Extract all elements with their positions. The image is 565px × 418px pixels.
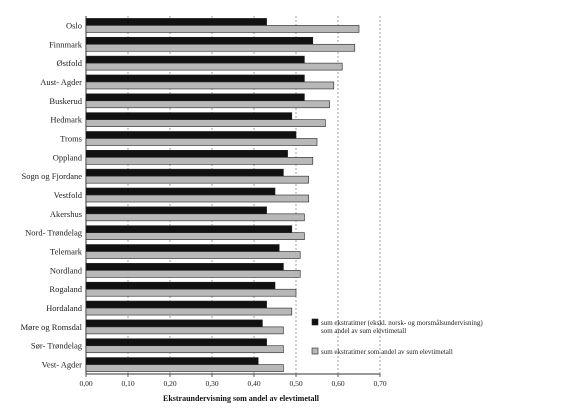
bar-series-2 bbox=[85, 345, 284, 354]
category-label: Hordaland bbox=[46, 303, 83, 313]
category-label: Akershus bbox=[50, 209, 82, 219]
x-tick-label: 0,60 bbox=[331, 379, 344, 388]
legend-swatch-1 bbox=[311, 318, 319, 326]
x-axis-label: Ekstraundervisning som andel av elevtime… bbox=[163, 394, 320, 403]
category-label: Hedmark bbox=[50, 115, 82, 125]
category-label: Aust- Agder bbox=[40, 77, 82, 87]
x-tick-label: 0,00 bbox=[79, 379, 92, 388]
bar-series-1 bbox=[85, 36, 314, 45]
bar-series-1 bbox=[85, 55, 305, 64]
category-label: Vestfold bbox=[54, 190, 83, 200]
category-label: Oppland bbox=[53, 152, 83, 162]
bar-series-1 bbox=[85, 187, 276, 196]
bar-series-2 bbox=[85, 326, 284, 335]
bar-series-1 bbox=[85, 206, 267, 215]
x-tick-label: 0,10 bbox=[121, 379, 134, 388]
category-label: Oslo bbox=[66, 20, 82, 30]
bar-series-2 bbox=[85, 213, 305, 222]
bar-series-2 bbox=[85, 138, 318, 146]
x-tick-label: 0,20 bbox=[163, 379, 176, 388]
category-label: Nordland bbox=[50, 265, 83, 275]
category-label: Troms bbox=[60, 133, 82, 143]
bar-series-1 bbox=[85, 319, 263, 328]
category-label: Finnmark bbox=[49, 39, 83, 49]
bar-series-1 bbox=[85, 112, 293, 120]
bar-series-1 bbox=[85, 168, 284, 177]
category-label: Østfold bbox=[57, 58, 83, 68]
bar-series-2 bbox=[85, 62, 343, 71]
category-label: Møre og Romsdal bbox=[21, 322, 83, 332]
bar-series-2 bbox=[85, 81, 335, 90]
category-label: Sogn og Fjordane bbox=[22, 171, 83, 181]
bar-series-2 bbox=[85, 364, 284, 372]
bar-series-2 bbox=[85, 307, 293, 316]
x-tick-label: 0,40 bbox=[247, 379, 260, 388]
bar-series-1 bbox=[85, 93, 305, 102]
bar-series-2 bbox=[85, 194, 309, 203]
bar-series-1 bbox=[85, 18, 267, 26]
bar-series-1 bbox=[85, 131, 297, 139]
x-tick-label: 0,70 bbox=[373, 379, 386, 388]
bar-series-2 bbox=[85, 100, 330, 109]
category-label: Rogaland bbox=[49, 284, 82, 294]
category-label: Vest- Agder bbox=[42, 360, 83, 370]
bar-series-1 bbox=[85, 150, 288, 158]
category-label: Sør- Trøndelag bbox=[31, 341, 83, 351]
x-tick-label: 0,50 bbox=[289, 379, 302, 388]
bar-series-2 bbox=[85, 270, 301, 278]
x-tick-label: 0,30 bbox=[205, 379, 218, 388]
legend-swatch-2 bbox=[311, 347, 319, 355]
bar-series-1 bbox=[85, 300, 267, 309]
bar-series-2 bbox=[85, 251, 301, 259]
category-label: Telemark bbox=[50, 247, 83, 257]
category-label: Buskerud bbox=[49, 96, 82, 106]
legend-label-1: sum ekstratimer (ekskl. norsk- og morsmå… bbox=[321, 319, 483, 335]
bar-series-1 bbox=[85, 225, 293, 233]
bar-series-1 bbox=[85, 263, 284, 271]
bar-series-1 bbox=[85, 74, 305, 83]
bar-series-2 bbox=[85, 119, 326, 127]
bar-series-1 bbox=[85, 244, 280, 252]
bar-series-1 bbox=[85, 281, 276, 290]
bar-series-1 bbox=[85, 338, 267, 347]
category-label: Nord- Trøndelag bbox=[25, 228, 83, 238]
bar-series-2 bbox=[85, 232, 305, 240]
bar-series-2 bbox=[85, 157, 314, 165]
bar-series-2 bbox=[85, 43, 356, 52]
bar-series-2 bbox=[85, 175, 309, 184]
bar-series-1 bbox=[85, 357, 259, 365]
legend-label-2: sum ekstratimer som andel av sum elevtim… bbox=[321, 348, 453, 356]
bar-series-2 bbox=[85, 288, 297, 297]
bar-series-2 bbox=[85, 25, 360, 33]
